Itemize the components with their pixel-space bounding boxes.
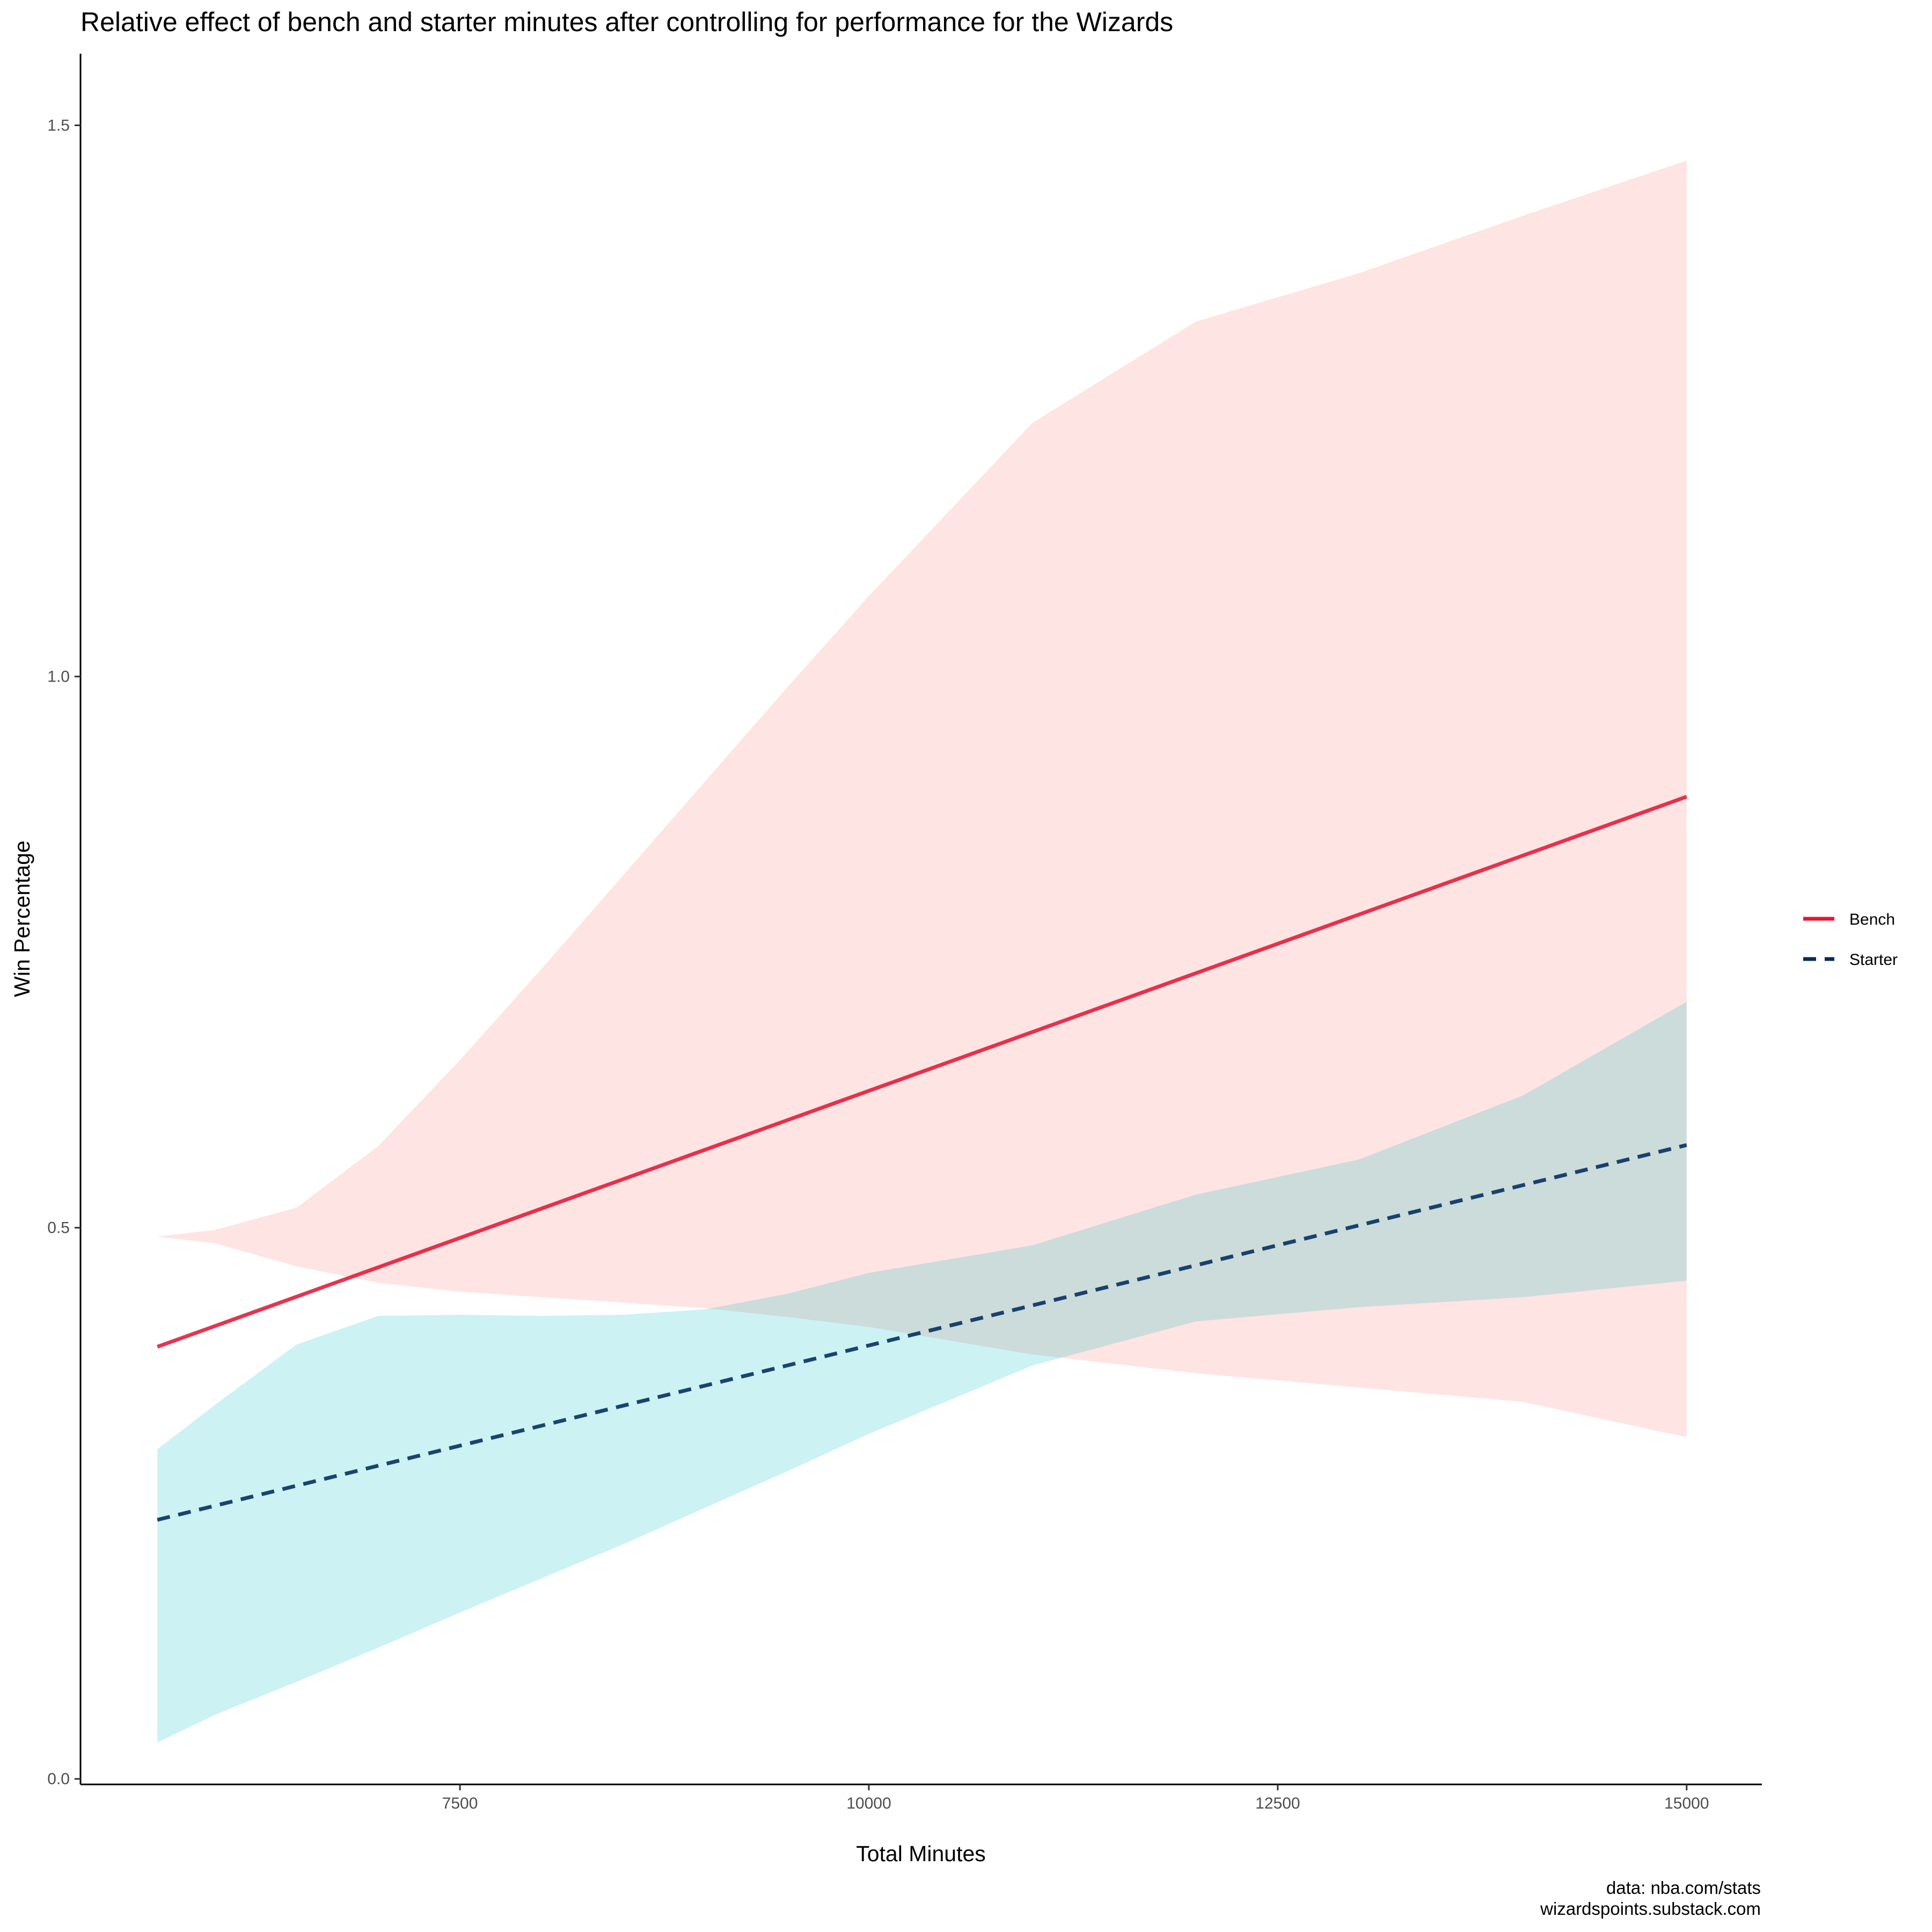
starter-line — [157, 1143, 1687, 1522]
x-tick-label: 7500 — [442, 1795, 478, 1812]
chart-title: Relative effect of bench and starter min… — [80, 7, 1173, 37]
y-tick-label: 1.0 — [47, 668, 70, 686]
y-tick-label: 1.5 — [47, 117, 70, 135]
x-tick-label: 10000 — [846, 1795, 891, 1812]
x-tick-label: 15000 — [1664, 1795, 1709, 1812]
series-lines — [157, 795, 1687, 1522]
bench-line — [157, 795, 1687, 1349]
bench-confidence-band — [157, 160, 1687, 1437]
caption-website: wizardspoints.substack.com — [1540, 1899, 1761, 1919]
legend: Bench Starter — [1803, 911, 1898, 969]
y-axis-title: Win Percentage — [10, 840, 34, 997]
x-axis-title: Total Minutes — [856, 1841, 986, 1866]
confidence-bands — [157, 160, 1687, 1743]
axes — [79, 54, 1762, 1785]
x-tick-label: 12500 — [1255, 1795, 1300, 1812]
axis-ticks: 7500 10000 12500 15000 0.0 0.5 1.0 1.5 — [47, 117, 1709, 1812]
starter-legend-label: Starter — [1849, 951, 1898, 969]
starter-confidence-band — [157, 1001, 1687, 1743]
bench-legend-label: Bench — [1849, 911, 1895, 928]
y-tick-label: 0.5 — [47, 1219, 70, 1237]
y-tick-label: 0.0 — [47, 1770, 70, 1788]
caption-source: data: nba.com/stats — [1606, 1878, 1761, 1898]
